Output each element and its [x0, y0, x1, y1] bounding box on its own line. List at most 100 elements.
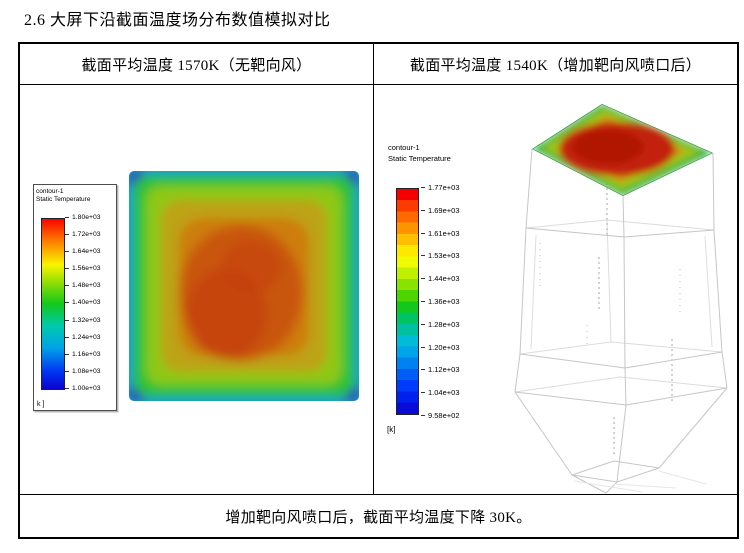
tick-mark: [65, 217, 69, 218]
colorbar-tick: 1.40e+03: [65, 299, 101, 306]
conclusion-text: 增加靶向风喷口后，截面平均温度下降 30K。: [225, 509, 532, 526]
tick-mark: [65, 336, 69, 338]
colorbar-tick: 1.04e+03: [421, 388, 460, 397]
panel-no-targeted-wind: contour-1 Static Temperature 1.80e+03 1.7…: [20, 85, 374, 494]
tick-mark: [65, 302, 69, 304]
colorbar-ticks: 1.80e+03 1.72e+03 1.64e+03 1.56e+03 1.48e+03…: [65, 214, 101, 392]
colorbar-tick: 1.08e+03: [65, 368, 101, 375]
tick-label: 1.53e+03: [428, 251, 460, 261]
colorbar-tick: 9.58e+02: [421, 411, 460, 420]
tick-label: 1.44e+03: [428, 274, 460, 284]
tick-label: 1.36e+03: [428, 296, 460, 306]
colorbar-tick: 1.12e+03: [421, 365, 460, 374]
tick-mark: [421, 392, 425, 394]
temperature-contour-2d: [129, 171, 359, 401]
tick-label: 1.28e+03: [428, 319, 460, 329]
comparison-table: 截面平均温度 1570K（无靶向风） 截面平均温度 1540K（增加靶向风喷口后…: [18, 42, 739, 539]
tick-mark: [421, 414, 425, 416]
colorbar-legend-right: contour-1 Static Temperature 1.77e+03 1.6…: [374, 85, 494, 494]
tick-mark: [65, 387, 69, 389]
tick-label: 1.20e+03: [428, 342, 460, 352]
tick-label: 1.08e+03: [72, 367, 101, 375]
colorbar-tick: 1.20e+03: [421, 343, 460, 352]
tick-mark: [421, 369, 425, 371]
tick-mark: [65, 234, 69, 236]
tick-mark: [65, 319, 69, 321]
tick-mark: [65, 268, 69, 270]
wireframe-back-edges: [514, 219, 728, 393]
tick-label: 9.58e+02: [428, 410, 460, 420]
legend-name: contour-1: [388, 143, 420, 152]
tick-label: 1.48e+03: [72, 282, 101, 290]
colorbar-tick: 1.69e+03: [421, 206, 460, 215]
legend-title: contour-1 Static Temperature: [36, 188, 90, 204]
colorbar-tick: 1.36e+03: [421, 297, 460, 306]
top-section-contour-plane: [532, 104, 713, 196]
tick-mark: [421, 187, 425, 188]
colorbar-tick: 1.48e+03: [65, 282, 101, 289]
tick-mark: [65, 251, 69, 253]
colorbar-tick: 1.44e+03: [421, 274, 460, 283]
tick-mark: [421, 300, 425, 302]
colorbar-tick: 1.00e+03: [65, 385, 101, 392]
colorbar-tick: 1.64e+03: [65, 248, 101, 255]
tick-mark: [421, 323, 425, 325]
colorbar-tick: 1.56e+03: [65, 265, 101, 272]
legend-variable: Static Temperature: [388, 154, 451, 163]
surface-label-watermarks: [598, 183, 673, 457]
header-left-text: 截面平均温度 1570K（无靶向风）: [81, 57, 312, 74]
tick-mark: [421, 255, 425, 257]
colorbar-tick: 1.72e+03: [65, 231, 101, 238]
tick-mark: [421, 278, 425, 280]
tick-label: 1.56e+03: [72, 265, 101, 273]
header-cell-left: 截面平均温度 1570K（无靶向风）: [20, 44, 374, 84]
panel-with-targeted-wind: contour-1 Static Temperature 1.77e+03 1.6…: [374, 85, 737, 494]
tick-label: 1.12e+03: [428, 365, 460, 375]
tick-mark: [421, 209, 425, 211]
tick-mark: [421, 346, 425, 348]
colorbar-tick: 1.28e+03: [421, 320, 460, 329]
colorbar-ticks: 1.77e+03 1.69e+03 1.61e+03 1.53e+03 1.44e+03…: [421, 183, 460, 420]
colorbar-tick: 1.24e+03: [65, 334, 101, 341]
tick-label: 1.72e+03: [72, 231, 101, 239]
legend-variable: Static Temperature: [36, 196, 91, 203]
legend-unit: k ]: [37, 401, 45, 408]
wireframe-reflection: [573, 470, 707, 493]
colorbar-tick: 1.53e+03: [421, 251, 460, 260]
tick-label: 1.32e+03: [72, 316, 101, 324]
tick-label: 1.40e+03: [72, 299, 101, 307]
table-body-row: contour-1 Static Temperature 1.80e+03 1.7…: [20, 85, 737, 494]
tick-label: 1.77e+03: [428, 183, 460, 192]
colorbar-tick: 1.61e+03: [421, 229, 460, 238]
section-title: 2.6 大屏下沿截面温度场分布数值模拟对比: [24, 12, 331, 29]
tick-label: 1.80e+03: [72, 214, 101, 221]
header-right-text: 截面平均温度 1540K（增加靶向风喷口后）: [409, 57, 702, 74]
colorbar-tick: 1.32e+03: [65, 317, 101, 324]
colorbar-banded: [396, 188, 419, 415]
table-footer-row: 增加靶向风喷口后，截面平均温度下降 30K。: [20, 494, 737, 537]
tick-mark: [65, 370, 69, 372]
interior-dotted-lines: [539, 243, 681, 349]
tick-label: 1.04e+03: [428, 388, 460, 398]
tick-label: 1.64e+03: [72, 248, 101, 256]
tick-label: 1.61e+03: [428, 228, 460, 238]
colorbar-tick: 1.16e+03: [65, 351, 101, 358]
furnace-3d-view: [514, 104, 728, 494]
legend-title: contour-1 Static Temperature: [388, 142, 451, 164]
colorbar-tick: 1.77e+03: [421, 183, 460, 192]
wireframe-front-edges: [514, 148, 728, 494]
legend-name: contour-1: [36, 188, 64, 195]
colorbar-gradient: [41, 218, 65, 390]
tick-mark: [65, 353, 69, 355]
header-cell-right: 截面平均温度 1540K（增加靶向风喷口后）: [374, 44, 737, 84]
tick-mark: [421, 232, 425, 234]
tick-label: 1.69e+03: [428, 205, 460, 215]
table-header-row: 截面平均温度 1570K（无靶向风） 截面平均温度 1540K（增加靶向风喷口后…: [20, 44, 737, 85]
colorbar-legend-left: contour-1 Static Temperature 1.80e+03 1.7…: [33, 184, 117, 411]
tick-label: 1.00e+03: [72, 384, 101, 392]
tick-mark: [65, 285, 69, 287]
legend-unit: [k]: [387, 425, 396, 434]
tick-label: 1.16e+03: [72, 350, 101, 358]
colorbar-tick: 1.80e+03: [65, 214, 101, 221]
